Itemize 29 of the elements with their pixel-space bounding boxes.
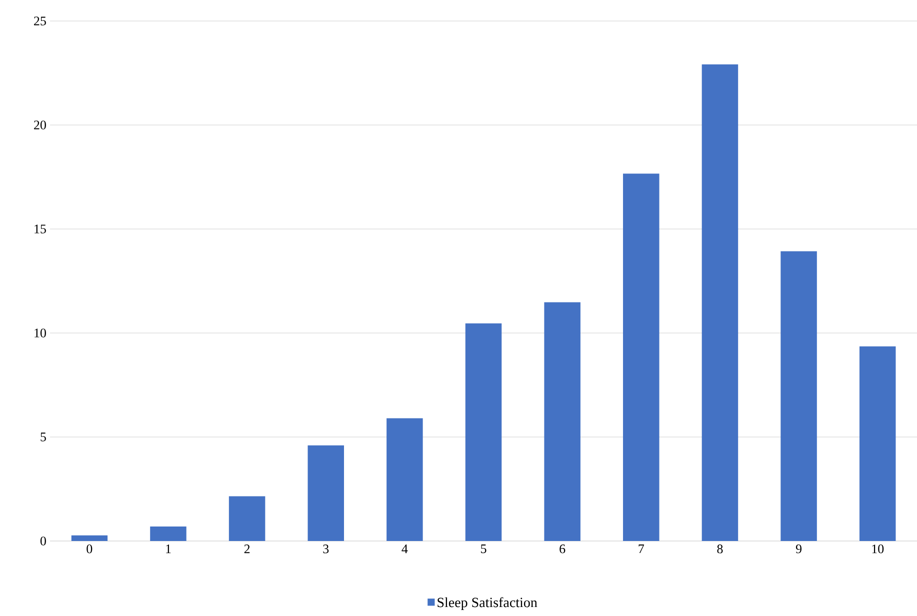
x-tick-label: 4 [402, 544, 408, 554]
x-tick-label: 10 [872, 544, 884, 554]
bar [623, 174, 660, 541]
bar [228, 496, 266, 541]
bar [544, 302, 580, 541]
x-tick-label: 0 [86, 544, 92, 554]
x-tick-label: 2 [244, 544, 250, 554]
x-tick-label: 6 [560, 544, 566, 554]
bar [71, 535, 108, 541]
y-tick-label: 0 [40, 536, 46, 546]
bar [465, 323, 502, 541]
x-tick-label: 7 [638, 544, 644, 554]
x-tick-label: 8 [717, 544, 723, 554]
y-tick-label: 10 [34, 328, 46, 338]
bar [386, 418, 423, 541]
bar [859, 346, 896, 541]
bar [150, 526, 186, 541]
bar [702, 64, 738, 541]
x-tick-label: 9 [796, 544, 802, 554]
x-tick-label: 5 [481, 544, 486, 554]
y-tick-label: 5 [40, 432, 46, 442]
bar [308, 445, 344, 541]
y-tick-label: 25 [34, 16, 46, 26]
x-tick-label: 3 [323, 544, 329, 554]
legend-label: Sleep Satisfaction [438, 597, 538, 610]
y-tick-label: 20 [34, 120, 46, 130]
y-tick-label: 15 [34, 224, 46, 234]
x-tick-label: 1 [166, 544, 171, 554]
bar [780, 251, 817, 541]
